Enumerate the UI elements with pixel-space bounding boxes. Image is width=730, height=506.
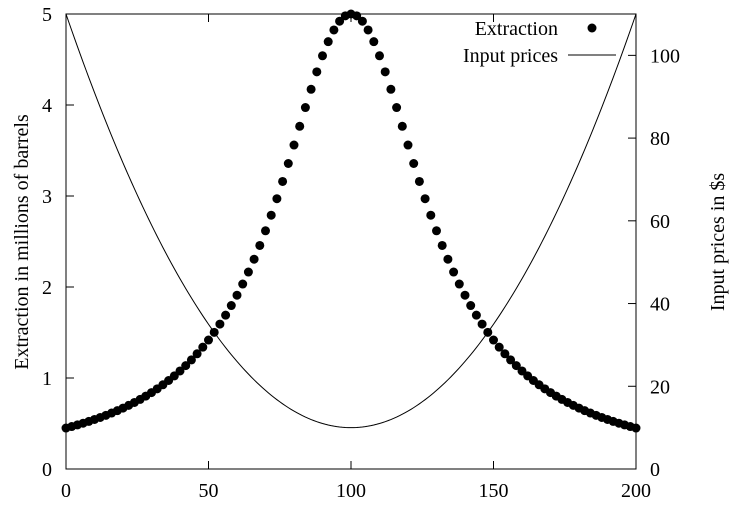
extraction-point	[631, 423, 641, 433]
legend-marker-extraction	[587, 23, 597, 33]
extraction-point	[489, 335, 498, 345]
y-tick-label-5: 5	[42, 4, 52, 26]
extraction-point	[243, 267, 253, 277]
extraction-point	[506, 355, 516, 365]
extraction-point	[397, 121, 407, 131]
extraction-point	[477, 319, 487, 329]
y-tick-label-2: 2	[42, 277, 52, 299]
y2-tick-label-1: 20	[650, 376, 670, 398]
y-tick-label-1: 1	[42, 368, 52, 390]
extraction-point	[295, 121, 305, 131]
extraction-point	[494, 342, 504, 352]
y2-tick-label-0: 0	[650, 459, 660, 481]
extraction-point	[432, 226, 441, 236]
y-tick-label-0: 0	[42, 459, 52, 481]
extraction-point	[363, 25, 373, 35]
extraction-point	[278, 176, 288, 186]
extraction-point	[215, 319, 225, 329]
extraction-point	[386, 84, 396, 94]
y-axis-title: Extraction in millions of barrels	[11, 114, 33, 370]
extraction-point	[375, 51, 384, 61]
extraction-point	[226, 301, 236, 311]
extraction-point	[443, 254, 453, 264]
extraction-point	[181, 361, 191, 371]
extraction-point	[420, 194, 430, 204]
extraction-point	[198, 342, 208, 352]
extraction-point	[192, 349, 202, 359]
extraction-point	[460, 290, 470, 300]
x-tick-label-2: 100	[336, 480, 366, 502]
y-tick-label-3: 3	[42, 186, 52, 208]
extraction-point	[283, 159, 293, 168]
extraction-point	[318, 51, 327, 61]
extraction-point	[392, 103, 402, 113]
extraction-point	[238, 279, 248, 289]
extraction-point	[380, 67, 390, 77]
extraction-point	[272, 194, 282, 204]
extraction-point	[500, 349, 510, 359]
extraction-point	[232, 290, 242, 300]
legend-label-extraction: Extraction	[475, 18, 558, 40]
extraction-point	[209, 327, 219, 337]
extraction-point	[186, 355, 196, 365]
x-tick-label-4: 200	[621, 480, 651, 502]
series-input-prices-line	[65, 13, 637, 429]
series-extraction-points	[61, 9, 641, 433]
extraction-point	[466, 301, 476, 311]
extraction-point	[414, 176, 424, 186]
extraction-point	[266, 210, 276, 220]
extraction-point	[471, 310, 481, 320]
extraction-point	[357, 16, 367, 26]
extraction-point	[335, 16, 345, 26]
extraction-point	[255, 240, 265, 250]
extraction-point	[300, 103, 310, 113]
axis-ticks	[65, 13, 637, 470]
x-tick-label-0: 0	[61, 480, 71, 502]
extraction-point	[426, 210, 436, 220]
extraction-point	[437, 240, 447, 250]
extraction-point	[352, 11, 362, 21]
extraction-point	[403, 140, 413, 150]
extraction-point	[261, 226, 270, 236]
extraction-point	[454, 279, 464, 289]
y2-tick-label-4: 80	[650, 128, 670, 150]
extraction-point	[449, 267, 459, 277]
extraction-point	[175, 366, 185, 376]
plot-frame	[65, 13, 637, 470]
extraction-point	[369, 37, 379, 47]
x-tick-label-3: 150	[479, 480, 509, 502]
y2-tick-label-5: 100	[650, 45, 680, 67]
x-tick-label-1: 50	[199, 480, 219, 502]
extraction-point	[483, 327, 493, 337]
extraction-point	[289, 140, 299, 150]
extraction-point	[312, 67, 322, 77]
legend-label-input-prices: Input prices	[463, 45, 558, 67]
extraction-point	[329, 25, 339, 35]
y2-tick-label-2: 40	[650, 294, 670, 316]
extraction-point	[204, 335, 213, 345]
extraction-point	[221, 310, 231, 320]
y2-tick-label-3: 60	[650, 211, 670, 233]
legend: Extraction Input prices	[463, 18, 616, 67]
y2-axis-title: Input prices in $s	[707, 173, 729, 312]
extraction-point	[511, 361, 521, 371]
extraction-point	[409, 159, 419, 168]
extraction-point	[306, 84, 316, 94]
extraction-point	[249, 254, 259, 264]
extraction-point	[323, 37, 333, 47]
y-tick-label-4: 4	[42, 95, 52, 117]
